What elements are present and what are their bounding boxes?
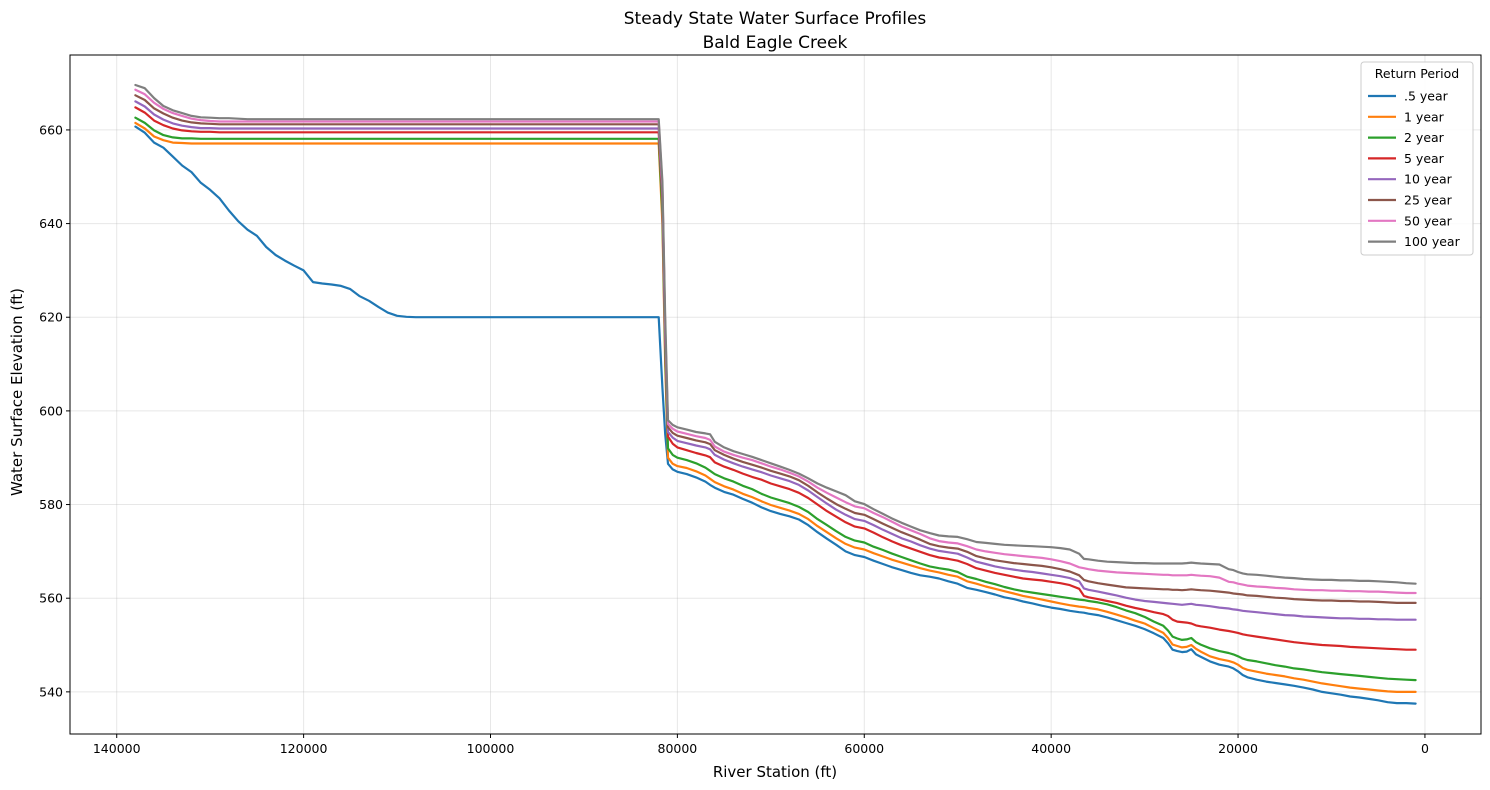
x-tick-label: 40000 xyxy=(1031,741,1071,756)
legend-label: 25 year xyxy=(1404,193,1453,208)
chart-title: Steady State Water Surface Profiles xyxy=(624,9,927,29)
x-tick-label: 0 xyxy=(1421,741,1429,756)
y-tick-label: 580 xyxy=(39,497,63,512)
series-line-25-year xyxy=(134,94,1417,605)
series-line-10-year xyxy=(134,100,1417,621)
legend: Return Period .5 year 1 year 2 year 5 year 1… xyxy=(1360,61,1474,256)
legend-label: 10 year xyxy=(1404,172,1453,187)
legend-items: .5 year 1 year 2 year 5 year 10 year 25 year 5… xyxy=(1368,89,1461,249)
y-axis-label: Water Surface Elevation (ft) xyxy=(8,288,26,496)
x-tick-label: 20000 xyxy=(1218,741,1258,756)
y-tick-label: 640 xyxy=(39,216,63,231)
x-tick-label: 60000 xyxy=(844,741,884,756)
x-tick-label: 140000 xyxy=(93,741,141,756)
legend-label: 2 year xyxy=(1404,130,1445,145)
x-tick-label: 80000 xyxy=(658,741,698,756)
legend-label: 50 year xyxy=(1404,213,1453,228)
plot-area xyxy=(69,54,1482,735)
x-tick-label: 100000 xyxy=(467,741,515,756)
legend-box xyxy=(1360,61,1474,256)
x-axis-label: River Station (ft) xyxy=(713,763,837,781)
series-line-1-year xyxy=(134,121,1417,694)
series-line-5-year xyxy=(134,125,1417,705)
series-lines xyxy=(134,83,1417,705)
legend-label: .5 year xyxy=(1404,89,1449,104)
x-axis-ticks: 140000 120000 100000 80000 60000 40000 20000 0 xyxy=(93,734,1429,756)
y-tick-label: 620 xyxy=(39,310,63,325)
legend-label: 100 year xyxy=(1404,234,1461,249)
y-tick-label: 540 xyxy=(39,684,63,699)
x-tick-label: 120000 xyxy=(280,741,328,756)
series-line-5-year xyxy=(134,106,1417,651)
y-axis-ticks: 540 560 580 600 620 640 660 xyxy=(39,122,70,699)
legend-title: Return Period xyxy=(1375,66,1459,81)
y-tick-label: 560 xyxy=(39,591,63,606)
y-tick-label: 660 xyxy=(39,122,63,137)
legend-label: 1 year xyxy=(1404,109,1445,124)
series-line-2-year xyxy=(134,116,1417,682)
y-tick-label: 600 xyxy=(39,403,63,418)
series-line-50-year xyxy=(134,88,1417,595)
chart-subtitle: Bald Eagle Creek xyxy=(703,33,848,53)
legend-label: 5 year xyxy=(1404,151,1445,166)
series-line-100-year xyxy=(134,83,1417,585)
